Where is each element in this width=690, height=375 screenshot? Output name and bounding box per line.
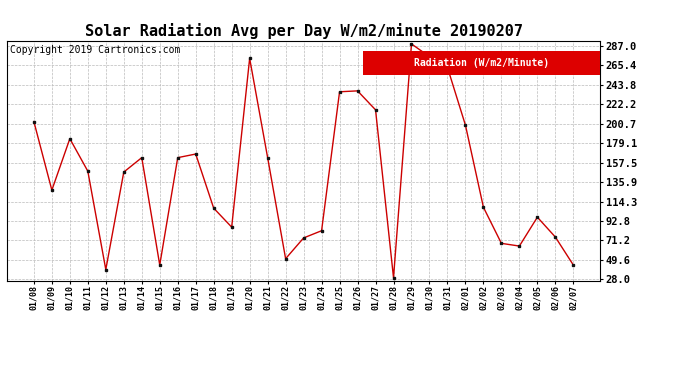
- Title: Solar Radiation Avg per Day W/m2/minute 20190207: Solar Radiation Avg per Day W/m2/minute …: [85, 23, 522, 39]
- Text: Copyright 2019 Cartronics.com: Copyright 2019 Cartronics.com: [10, 45, 181, 55]
